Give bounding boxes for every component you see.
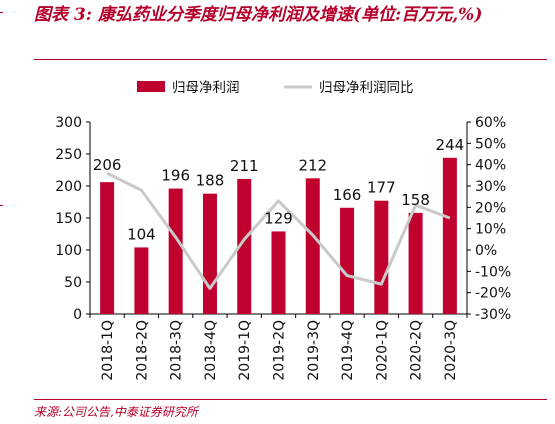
margin-tick-middle (0, 205, 3, 206)
right-tick-label: -20% (475, 286, 511, 302)
right-tick-label: 20% (475, 200, 506, 216)
left-tick-label: 50 (64, 275, 82, 291)
bar-data-label: 104 (127, 225, 156, 243)
bar-data-label: 129 (264, 209, 293, 227)
legend-bar-swatch (137, 81, 165, 92)
margin-tick-top (0, 12, 3, 13)
bar (168, 188, 183, 314)
bar-data-label: 196 (161, 167, 190, 185)
bar-data-label: 244 (436, 136, 465, 154)
left-tick-label: 250 (55, 147, 82, 163)
legend-line-label: 归母净利润同比 (319, 79, 414, 96)
bar-data-label: 177 (367, 179, 396, 197)
left-tick-label: 100 (55, 243, 82, 259)
right-tick-label: -10% (475, 264, 511, 280)
bar-data-label: 212 (298, 156, 327, 174)
left-axis-ticks: 0 50 100 150 200 250 300 (55, 115, 90, 323)
bar-data-label: 211 (230, 157, 259, 175)
x-tick-label: 2019-4Q (340, 320, 356, 381)
right-tick-label: 0% (475, 243, 497, 259)
bar-data-label: 188 (196, 172, 225, 190)
bar (237, 178, 252, 314)
footer-rule (34, 399, 547, 400)
bar (442, 157, 457, 314)
left-tick-label: 300 (55, 115, 82, 131)
bar (134, 247, 149, 314)
chart-title: 图表 3: 康弘药业分季度归母净利润及增速(单位:百万元,%) (34, 5, 483, 25)
bar-data-labels: 206 104 196 188 211 129 212 166 177 158 244 (93, 136, 464, 244)
bar (271, 231, 286, 314)
x-axis-ticks: 2018-1Q 2018-2Q 2018-3Q 2018-4Q 2019-1Q 2019-… (89, 314, 468, 381)
x-tick-label: 2020-3Q (443, 320, 459, 381)
bar-data-label: 206 (93, 156, 122, 174)
bar (305, 178, 320, 314)
left-tick-label: 150 (55, 211, 82, 227)
right-tick-label: 30% (475, 179, 506, 195)
right-tick-label: 50% (475, 136, 506, 152)
legend-bar-label: 归母净利润 (172, 79, 240, 96)
right-tick-label: 10% (475, 222, 506, 238)
x-tick-label: 2020-1Q (374, 320, 390, 381)
bar (408, 212, 423, 314)
line-series (106, 171, 451, 290)
left-tick-label: 200 (55, 179, 82, 195)
right-axis-ticks: -30% -20% -10% 0% 10% 20% 30% 40% 50% 60% (467, 115, 511, 323)
bar-data-label: 158 (401, 191, 430, 209)
x-tick-label: 2019-1Q (237, 320, 253, 381)
right-tick-label: 60% (475, 115, 506, 131)
right-tick-label: 40% (475, 158, 506, 174)
x-tick-label: 2018-3Q (169, 320, 185, 381)
legend: 归母净利润 归母净利润同比 (137, 79, 414, 96)
bar (340, 207, 355, 314)
x-tick-label: 2018-1Q (100, 320, 116, 381)
x-tick-label: 2018-4Q (203, 320, 219, 381)
left-tick-label: 0 (73, 307, 82, 323)
bar (374, 200, 389, 314)
x-tick-label: 2020-2Q (409, 320, 425, 381)
bar (202, 193, 217, 314)
x-tick-label: 2019-3Q (306, 320, 322, 381)
x-tick-label: 2018-2Q (134, 320, 150, 381)
title-rule (34, 59, 547, 60)
bar-data-label: 166 (333, 186, 362, 204)
right-tick-label: -30% (475, 307, 511, 323)
x-tick-label: 2019-2Q (272, 320, 288, 381)
source-note: 来源:公司公告,中泰证券研究所 (34, 405, 198, 419)
bar (100, 182, 115, 314)
